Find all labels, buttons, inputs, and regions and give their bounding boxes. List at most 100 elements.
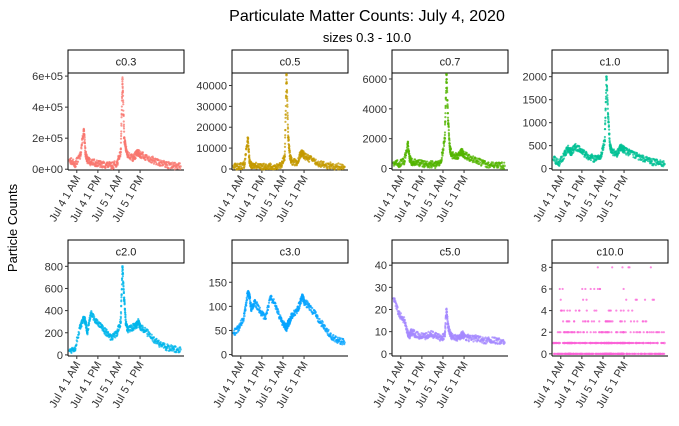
data-point bbox=[269, 163, 273, 166]
data-point bbox=[592, 320, 596, 323]
strip-label: c0.7 bbox=[440, 57, 461, 69]
data-point bbox=[425, 332, 428, 335]
data-point bbox=[122, 285, 125, 288]
data-point bbox=[446, 111, 450, 115]
data-point bbox=[280, 317, 283, 320]
data-point bbox=[246, 136, 250, 139]
data-point bbox=[646, 331, 649, 334]
data-point bbox=[155, 337, 158, 340]
data-point bbox=[119, 147, 122, 150]
scatter-series bbox=[68, 265, 182, 355]
data-point bbox=[247, 142, 250, 145]
data-point bbox=[125, 145, 128, 148]
data-point bbox=[266, 308, 270, 311]
data-point bbox=[560, 309, 564, 312]
data-point bbox=[573, 341, 577, 345]
data-point bbox=[451, 332, 454, 335]
data-point bbox=[167, 167, 170, 170]
data-point bbox=[118, 157, 121, 160]
data-point bbox=[446, 99, 449, 102]
data-point bbox=[491, 161, 495, 164]
data-point bbox=[233, 329, 236, 332]
data-point bbox=[237, 326, 241, 330]
data-point bbox=[447, 119, 450, 122]
data-point bbox=[583, 149, 586, 152]
data-point bbox=[558, 164, 561, 167]
data-point bbox=[159, 340, 162, 344]
data-point bbox=[635, 352, 638, 355]
data-point bbox=[610, 151, 614, 154]
data-point bbox=[138, 325, 142, 329]
data-point bbox=[84, 320, 87, 323]
data-point bbox=[425, 160, 429, 163]
data-point bbox=[121, 277, 124, 280]
data-point bbox=[627, 309, 630, 312]
data-point bbox=[648, 331, 651, 334]
data-point bbox=[594, 158, 598, 161]
data-point bbox=[119, 141, 123, 144]
data-point bbox=[170, 163, 173, 166]
data-point bbox=[448, 332, 452, 336]
data-point bbox=[77, 336, 80, 339]
data-point bbox=[608, 137, 611, 140]
data-point bbox=[396, 159, 399, 162]
data-point bbox=[150, 161, 154, 164]
data-point bbox=[142, 326, 145, 329]
data-point bbox=[283, 159, 286, 162]
data-point bbox=[429, 163, 432, 166]
data-point bbox=[264, 317, 267, 320]
y-tick-label: 1000 bbox=[523, 118, 547, 130]
data-point bbox=[408, 156, 411, 160]
data-point bbox=[286, 99, 289, 102]
data-point bbox=[443, 137, 447, 140]
data-point bbox=[246, 140, 250, 143]
data-point bbox=[237, 165, 241, 169]
data-point bbox=[121, 76, 124, 79]
data-point bbox=[445, 78, 448, 81]
data-point bbox=[649, 159, 652, 163]
data-point bbox=[119, 325, 122, 328]
data-point bbox=[455, 155, 459, 158]
chart-title: Particulate Matter Counts: July 4, 2020 bbox=[229, 8, 505, 25]
data-point bbox=[86, 331, 89, 335]
data-point bbox=[582, 298, 585, 301]
data-point bbox=[172, 164, 175, 168]
data-point bbox=[632, 153, 635, 156]
data-point bbox=[233, 167, 236, 170]
data-point bbox=[468, 336, 471, 340]
data-point bbox=[604, 107, 607, 111]
data-point bbox=[154, 160, 157, 164]
data-point bbox=[573, 145, 577, 148]
data-point bbox=[243, 159, 246, 162]
data-point bbox=[79, 153, 82, 157]
data-point bbox=[642, 331, 645, 334]
data-point bbox=[121, 268, 124, 271]
data-point bbox=[172, 347, 175, 351]
data-point bbox=[479, 335, 482, 338]
data-point bbox=[612, 148, 616, 151]
data-point bbox=[610, 341, 614, 345]
y-tick-label: 100 bbox=[209, 301, 227, 313]
data-point bbox=[593, 287, 596, 291]
data-point bbox=[265, 312, 269, 315]
data-point bbox=[123, 307, 127, 310]
data-point bbox=[329, 164, 332, 168]
data-point bbox=[329, 167, 332, 170]
data-point bbox=[633, 352, 637, 355]
data-point bbox=[628, 266, 631, 269]
data-point bbox=[288, 151, 291, 154]
data-point bbox=[173, 168, 176, 171]
data-point bbox=[79, 325, 82, 329]
data-point bbox=[283, 145, 287, 148]
data-point bbox=[124, 313, 127, 317]
data-point bbox=[589, 155, 592, 159]
data-point bbox=[80, 143, 84, 147]
data-point bbox=[112, 167, 115, 170]
data-point bbox=[467, 340, 470, 343]
data-point bbox=[120, 116, 123, 119]
data-point bbox=[120, 287, 123, 291]
data-point bbox=[441, 154, 444, 157]
